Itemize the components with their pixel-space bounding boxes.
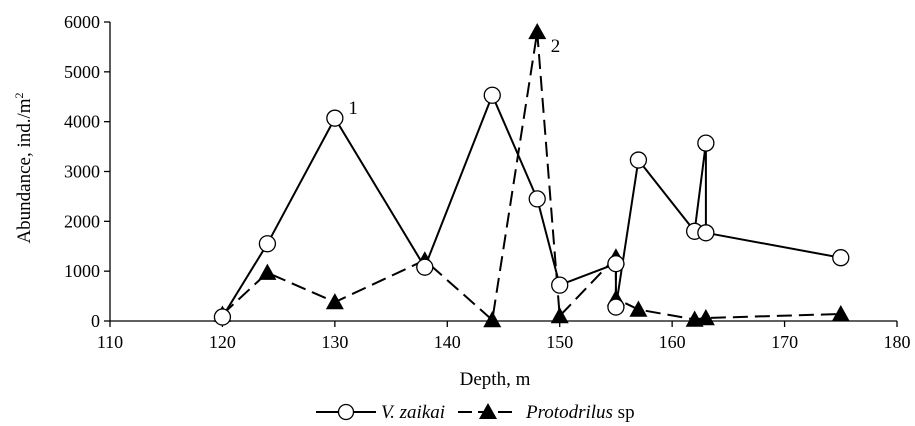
y-tick-label: 1000 — [64, 261, 100, 281]
x-tick-label: 150 — [546, 332, 573, 352]
point-vz — [483, 86, 501, 104]
point-pd — [629, 300, 648, 317]
legend-vz-marker — [337, 403, 355, 421]
y-axis-title: Abundance, ind./m2 — [12, 92, 35, 243]
y-tick-label: 2000 — [64, 211, 100, 231]
point-vz — [551, 276, 569, 294]
point-pd — [550, 307, 569, 324]
x-ticks: 110 120 130 140 150 160 170 180 — [97, 321, 911, 352]
x-tick-label: 120 — [209, 332, 236, 352]
y-tick-label: 0 — [91, 311, 100, 331]
series-layer — [213, 22, 850, 328]
series-vz-line — [221, 94, 841, 318]
point-vz — [607, 255, 625, 273]
legend: V. zaikai Protodrilus sp — [316, 402, 635, 423]
point-vz — [697, 224, 715, 242]
point-pd — [258, 263, 277, 280]
y-tick-label: 6000 — [64, 12, 100, 32]
annotations: 12 — [348, 36, 560, 119]
series-pd-line — [221, 31, 841, 321]
point-vz — [629, 151, 648, 169]
x-tick-label: 140 — [434, 332, 461, 352]
x-tick-label: 180 — [884, 332, 911, 352]
axes — [109, 22, 897, 322]
point-pd — [696, 309, 715, 326]
x-tick-label: 110 — [97, 332, 123, 352]
y-axis-title-main: Abundance, ind./m — [14, 98, 35, 243]
annotation-label: 1 — [348, 98, 358, 119]
point-vz — [326, 109, 344, 127]
x-axis-title: Depth, m — [460, 369, 531, 390]
legend-vz-label: V. zaikai — [381, 402, 445, 423]
point-pd — [528, 22, 547, 40]
point-vz — [832, 249, 850, 267]
y-tick-label: 5000 — [64, 62, 100, 82]
y-tick-label: 3000 — [64, 162, 100, 182]
legend-pd-marker — [479, 403, 497, 419]
point-pd — [325, 293, 344, 310]
legend-pd-label: Protodrilus sp — [525, 402, 635, 423]
point-pd — [831, 305, 850, 322]
point-pd — [483, 311, 502, 328]
point-vz — [607, 298, 625, 316]
point-vz — [528, 190, 546, 208]
point-vz — [416, 258, 434, 276]
annotation-label: 2 — [551, 36, 561, 57]
point-vz — [697, 134, 715, 152]
y-axis-title-sup: 2 — [12, 92, 26, 98]
legend-pd-label-normal: sp — [613, 402, 635, 423]
x-tick-label: 130 — [321, 332, 348, 352]
x-tick-label: 170 — [771, 332, 798, 352]
y-ticks: 0 1000 2000 3000 4000 5000 6000 — [64, 12, 110, 331]
point-vz — [213, 308, 232, 326]
y-tick-label: 4000 — [64, 112, 100, 132]
legend-pd-label-italic: Protodrilus — [525, 402, 613, 423]
series-pd — [213, 22, 850, 328]
series-vz — [213, 86, 850, 326]
x-tick-label: 160 — [659, 332, 686, 352]
point-vz — [258, 235, 277, 253]
